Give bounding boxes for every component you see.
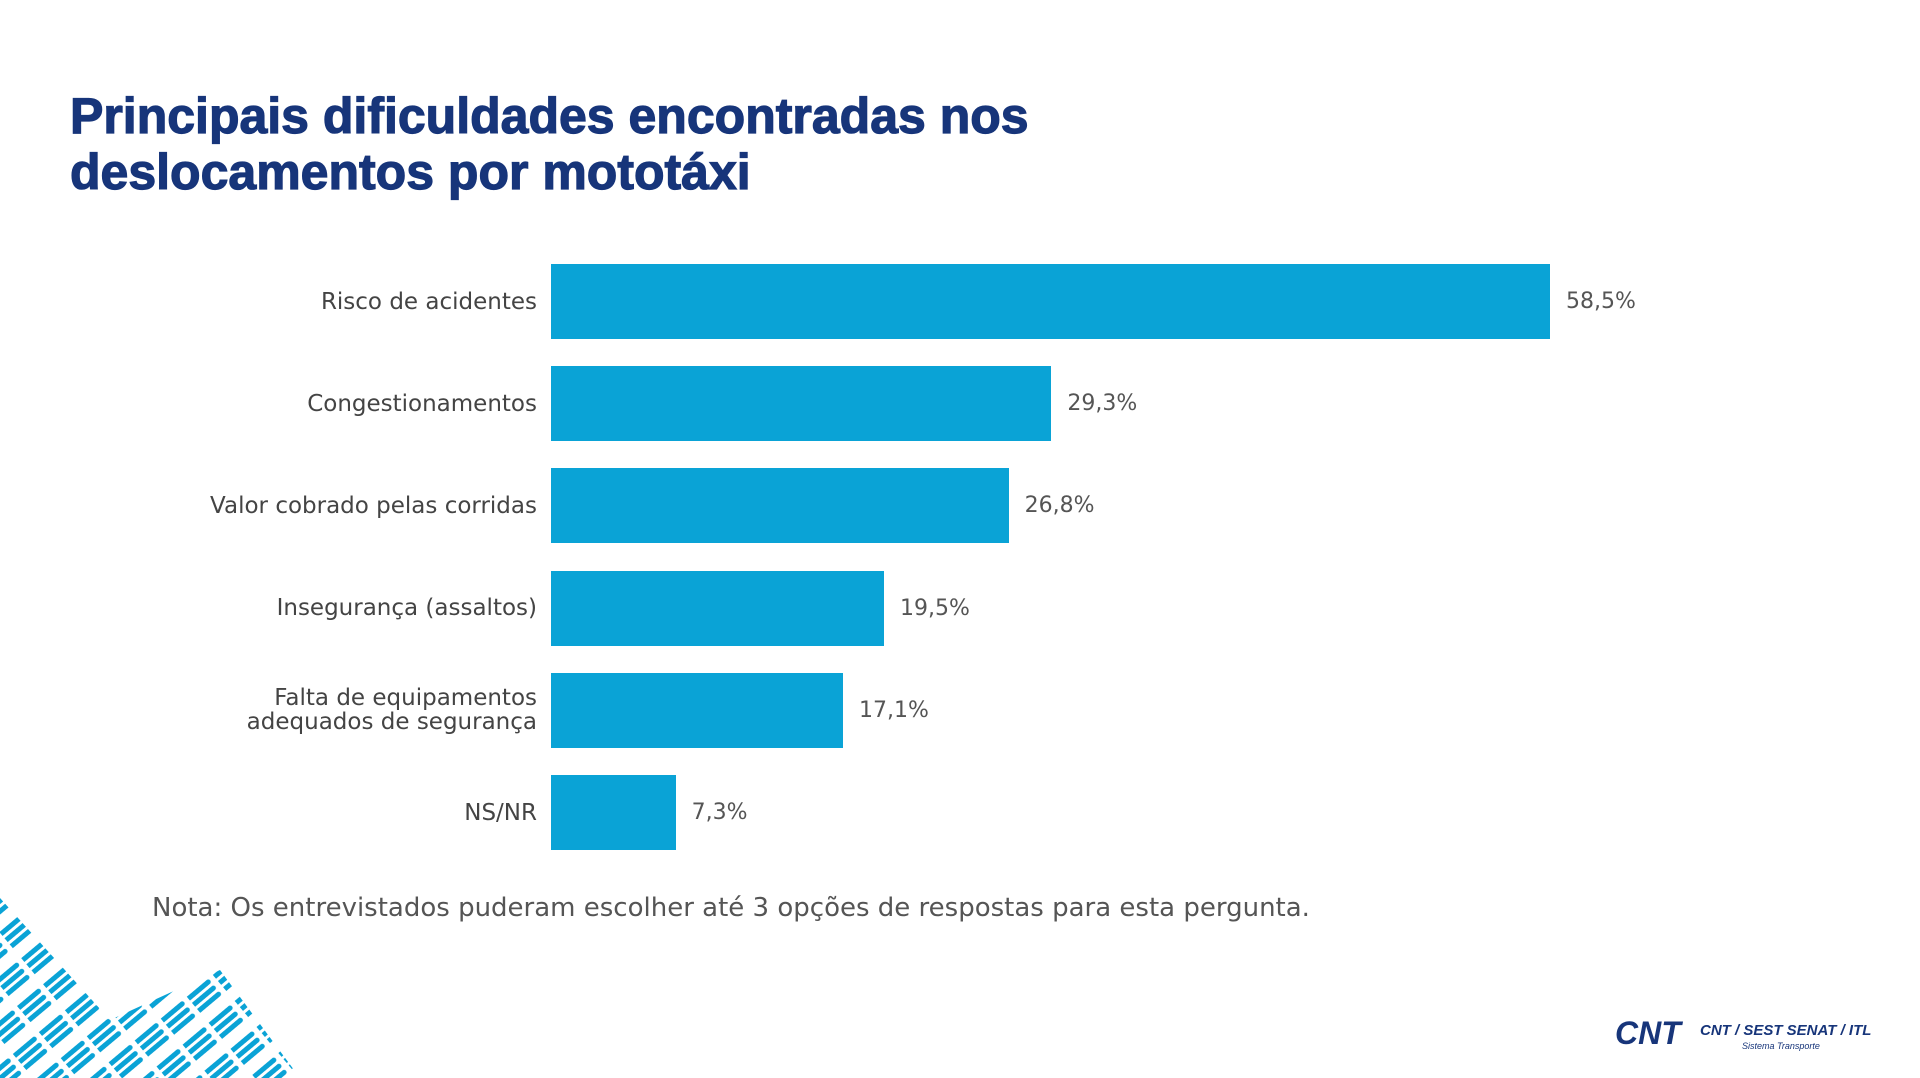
- value-label: 19,5%: [900, 595, 970, 621]
- value-label: 7,3%: [691, 800, 748, 825]
- category-label: NS/NR: [464, 799, 537, 826]
- value-label: 17,1%: [859, 697, 929, 723]
- category-label: Valor cobrado pelas corridas: [210, 492, 537, 519]
- bar: [551, 468, 1009, 544]
- category-label: Risco de acidentes: [320, 288, 537, 315]
- logo-tagline: Sistema Transporte: [1742, 1041, 1820, 1051]
- bar: [551, 570, 884, 646]
- logo-mark: CNT: [1615, 1015, 1681, 1051]
- value-label: 26,8%: [1024, 493, 1095, 519]
- bar: [551, 366, 1052, 442]
- category-label: Insegurança (assaltos): [276, 595, 537, 622]
- category-label: Congestionamentos: [307, 390, 537, 417]
- bar: [551, 775, 676, 850]
- decorative-pattern: [0, 898, 300, 1078]
- chart-title: Principais dificuldades encontradas nos …: [69, 87, 1029, 200]
- bar: [551, 672, 843, 748]
- logo-text: CNT / SEST SENAT / ITL: [1700, 1022, 1872, 1039]
- value-label: 58,5%: [1566, 289, 1636, 314]
- value-label: 29,3%: [1067, 391, 1138, 417]
- category-label: Falta de equipamentos adequados de segur…: [246, 685, 537, 736]
- note: Nota: Os entrevistados puderam escolher …: [152, 893, 1310, 923]
- bar: [551, 264, 1550, 339]
